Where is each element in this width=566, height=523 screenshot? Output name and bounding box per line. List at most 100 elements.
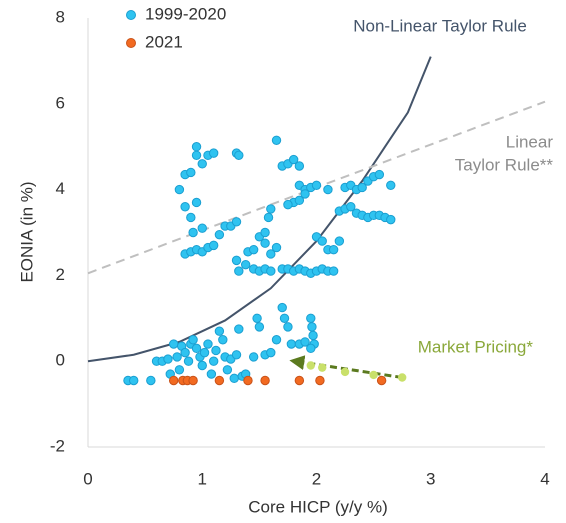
point	[306, 313, 316, 323]
point	[214, 229, 225, 240]
point	[214, 326, 225, 336]
point	[183, 356, 194, 366]
point	[266, 266, 276, 276]
point	[186, 167, 196, 178]
point	[180, 202, 190, 212]
point	[252, 313, 262, 323]
legend-marker	[126, 10, 136, 20]
x-axis-label: Core HICP (y/y %)	[248, 497, 388, 516]
point	[260, 227, 270, 238]
point	[306, 343, 316, 354]
point	[283, 322, 293, 332]
x-tick-label: 2	[312, 469, 321, 488]
point	[300, 189, 310, 199]
legend-label: 2021	[145, 32, 183, 51]
point	[346, 202, 356, 212]
point	[271, 335, 282, 345]
market-point	[340, 367, 350, 377]
point	[386, 214, 396, 225]
point	[188, 335, 198, 345]
point	[197, 360, 207, 371]
point	[191, 197, 202, 208]
point	[231, 255, 242, 266]
point	[283, 199, 293, 210]
point	[294, 161, 305, 171]
point	[266, 347, 276, 358]
point	[271, 242, 282, 253]
market-point	[306, 361, 315, 370]
point	[307, 322, 317, 332]
y-tick-label: 2	[56, 265, 65, 284]
point	[231, 350, 242, 360]
line-label: Taylor Rule**	[455, 155, 554, 174]
point	[208, 148, 219, 158]
point	[279, 313, 290, 323]
legend-label: 1999-2020	[145, 4, 226, 23]
line-label: Linear	[506, 132, 554, 151]
point	[260, 375, 270, 386]
point	[206, 369, 217, 379]
point	[208, 356, 219, 366]
point	[168, 339, 179, 349]
point	[188, 375, 198, 386]
point	[240, 259, 251, 270]
point	[234, 150, 244, 160]
point	[218, 335, 228, 345]
y-tick-label: -2	[50, 436, 65, 455]
x-tick-label: 4	[540, 469, 549, 488]
y-tick-label: 0	[56, 351, 65, 370]
point	[197, 223, 207, 233]
y-tick-label: 4	[56, 179, 65, 198]
point	[317, 236, 327, 246]
x-tick-label: 1	[198, 469, 207, 488]
market-point	[369, 370, 378, 380]
point	[376, 375, 387, 386]
reference-line	[87, 56, 432, 363]
point	[231, 217, 242, 227]
point	[191, 150, 202, 160]
market-label: Market Pricing*	[418, 337, 534, 356]
point	[174, 365, 185, 375]
market-point	[318, 363, 327, 372]
point	[172, 352, 182, 362]
point	[234, 266, 244, 276]
point	[199, 347, 210, 358]
point	[315, 375, 325, 386]
point	[248, 352, 259, 362]
x-tick-label: 0	[83, 469, 92, 488]
point	[271, 135, 282, 145]
point	[254, 322, 265, 332]
point	[191, 343, 202, 354]
point	[334, 236, 345, 246]
point	[203, 339, 213, 349]
legend-marker	[126, 38, 136, 48]
point	[208, 240, 219, 251]
y-axis-label: EONIA (in %)	[17, 181, 36, 282]
point	[386, 180, 396, 191]
point	[277, 302, 287, 313]
point	[260, 238, 270, 248]
point	[188, 227, 198, 238]
point	[214, 375, 225, 386]
point	[248, 244, 259, 255]
point	[328, 266, 339, 276]
point	[323, 184, 333, 195]
point	[263, 212, 274, 223]
point	[129, 375, 139, 386]
point	[229, 373, 239, 384]
point	[374, 169, 385, 180]
point	[294, 375, 305, 386]
point	[180, 347, 190, 358]
x-tick-label: 3	[426, 469, 435, 488]
point	[191, 142, 202, 152]
y-tick-label: 6	[56, 93, 65, 112]
point	[174, 184, 185, 195]
point	[294, 195, 305, 206]
market-point	[397, 373, 407, 382]
point	[243, 375, 253, 386]
point	[197, 159, 207, 169]
point	[357, 182, 367, 193]
point	[300, 337, 310, 347]
point	[311, 180, 322, 191]
